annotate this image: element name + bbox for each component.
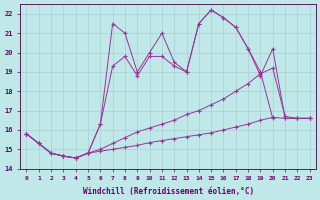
X-axis label: Windchill (Refroidissement éolien,°C): Windchill (Refroidissement éolien,°C) [83, 187, 254, 196]
